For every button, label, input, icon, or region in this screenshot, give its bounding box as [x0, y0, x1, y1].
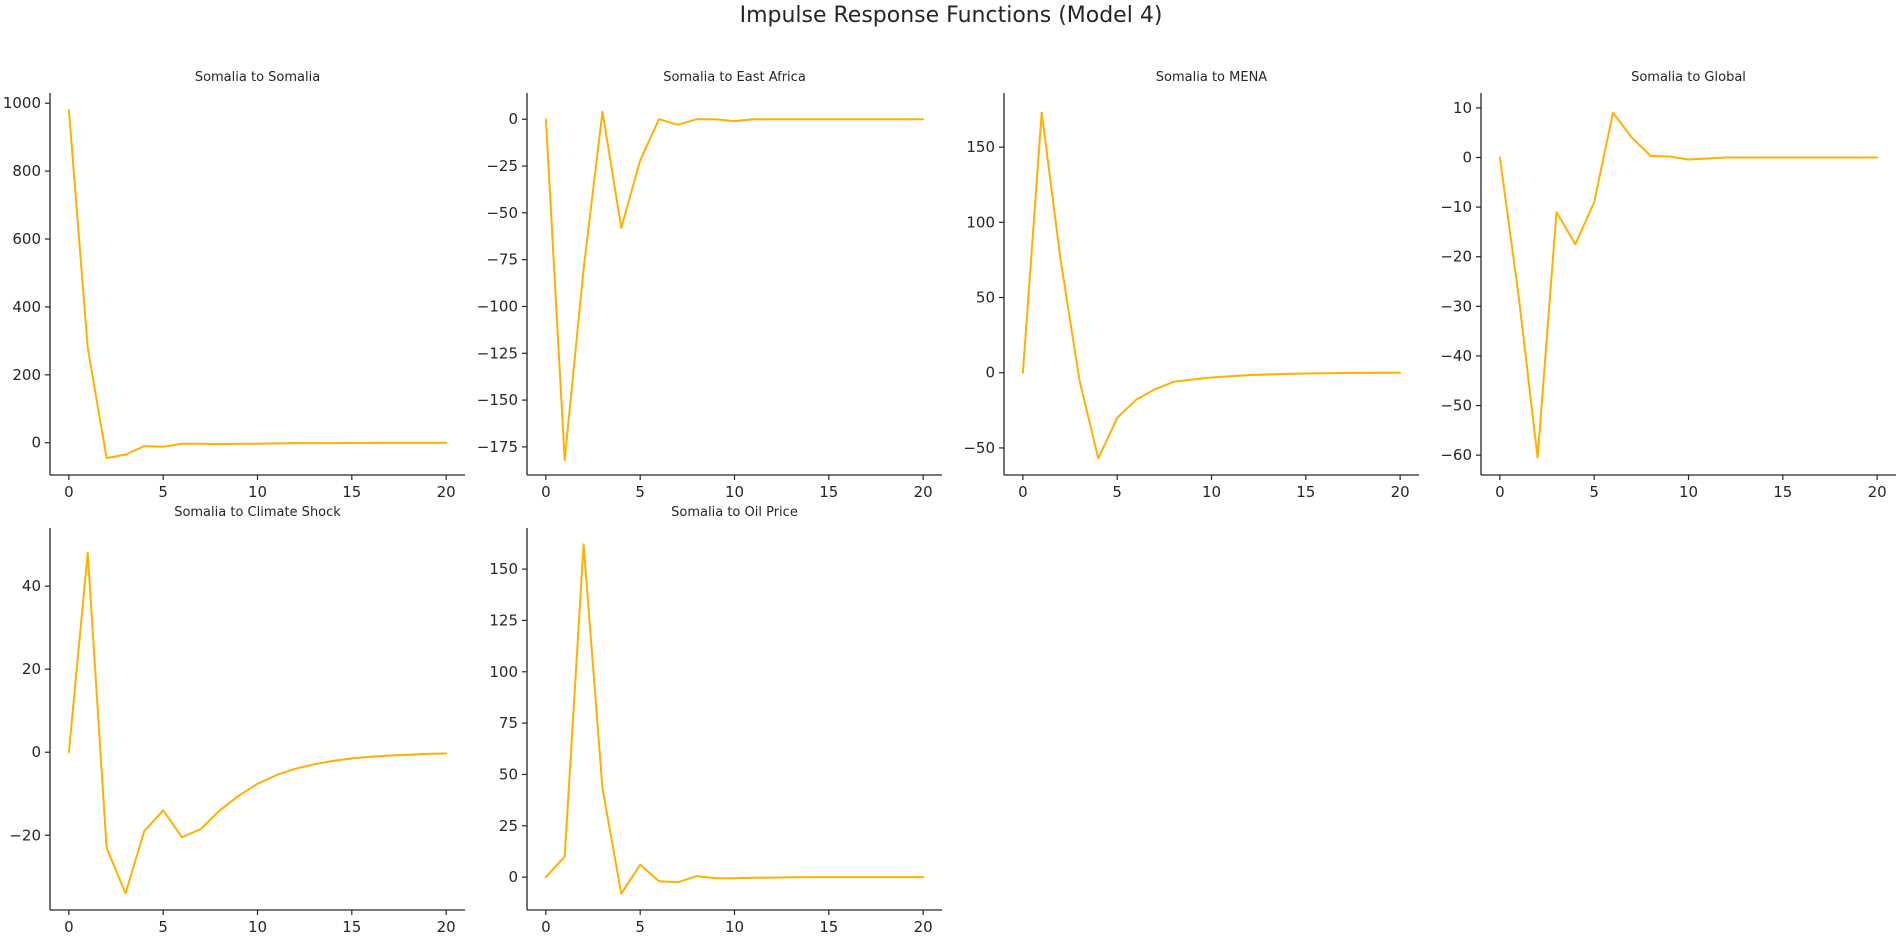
y-tick-label: 0: [508, 110, 518, 128]
subplot-4: Somalia to Global 0 5 10 15 20 10 0 −10 −20 −30 −40…: [1440, 70, 1896, 501]
x-tick-label: 0: [1018, 483, 1028, 501]
y-tick-label: 0: [1462, 148, 1472, 166]
x-tick-label: 0: [64, 918, 74, 936]
x-tick-label: 15: [819, 483, 838, 501]
x-tick-label: 5: [158, 483, 168, 501]
y-tick-label: 10: [1453, 99, 1472, 117]
x-tick-label: 15: [342, 483, 361, 501]
y-tick-label: 100: [489, 663, 518, 681]
y-tick-label: 400: [12, 298, 41, 316]
y-tick-label: 150: [966, 138, 995, 156]
x-tick-label: 10: [248, 918, 267, 936]
x-tick-label: 15: [1773, 483, 1792, 501]
subplot-2: Somalia to East Africa 0 5 10 15 20 0 −25 −50 −75…: [477, 70, 942, 501]
y-tick-label: 0: [985, 364, 995, 382]
y-tick-label: 20: [22, 660, 41, 678]
y-tick-label: −150: [477, 391, 518, 409]
response-line: [1021, 111, 1402, 460]
y-tick-label: −75: [486, 251, 518, 269]
y-tick-label: 50: [499, 765, 518, 783]
y-tick-label: 125: [489, 611, 518, 629]
subplot-title: Somalia to Climate Shock: [174, 505, 341, 520]
y-tick-label: −50: [963, 439, 995, 457]
subplot-5: Somalia to Climate Shock 0 5 10 15 20 −20 0 20 40: [9, 505, 465, 936]
y-tick-label: 0: [31, 743, 41, 761]
subplot-6: Somalia to Oil Price 0 5 10 15 20 0 25 50 75 100 12…: [489, 505, 942, 936]
figure-title: Impulse Response Functions (Model 4): [740, 3, 1163, 28]
y-tick-label: 100: [966, 213, 995, 231]
x-tick-label: 15: [819, 918, 838, 936]
x-tick-label: 20: [437, 483, 456, 501]
x-tick-label: 15: [342, 918, 361, 936]
x-tick-label: 10: [1679, 483, 1698, 501]
y-tick-label: 800: [12, 162, 41, 180]
y-tick-label: −20: [1440, 248, 1472, 266]
y-tick-label: 0: [31, 434, 41, 452]
subplot-title: Somalia to East Africa: [663, 70, 806, 85]
y-tick-label: 600: [12, 230, 41, 248]
subplot-title: Somalia to Somalia: [195, 70, 320, 85]
x-tick-label: 15: [1296, 483, 1315, 501]
y-tick-label: 150: [489, 560, 518, 578]
y-tick-label: −60: [1440, 446, 1472, 464]
x-tick-label: 10: [725, 918, 744, 936]
y-tick-label: −125: [477, 344, 518, 362]
x-tick-label: 20: [914, 918, 933, 936]
subplot-3: Somalia to MENA 0 5 10 15 20 −50 0 50 100 150: [963, 70, 1419, 501]
x-tick-label: 10: [725, 483, 744, 501]
y-tick-label: 75: [499, 714, 518, 732]
x-tick-label: 20: [1868, 483, 1887, 501]
y-tick-label: 25: [499, 817, 518, 835]
y-tick-label: −40: [1440, 347, 1472, 365]
y-tick-label: −10: [1440, 198, 1472, 216]
x-tick-label: 0: [64, 483, 74, 501]
x-tick-label: 5: [158, 918, 168, 936]
x-tick-label: 20: [437, 918, 456, 936]
response-line: [544, 543, 925, 895]
y-tick-label: 50: [976, 289, 995, 307]
x-tick-label: 20: [914, 483, 933, 501]
y-tick-label: −30: [1440, 297, 1472, 315]
subplot-title: Somalia to MENA: [1156, 70, 1267, 85]
y-tick-label: −20: [9, 826, 41, 844]
response-line: [1498, 111, 1879, 459]
x-tick-label: 20: [1391, 483, 1410, 501]
y-tick-label: 40: [22, 577, 41, 595]
x-tick-label: 5: [635, 483, 645, 501]
y-tick-label: 1000: [3, 94, 41, 112]
y-tick-label: −50: [486, 204, 518, 222]
response-line: [67, 109, 448, 459]
x-tick-label: 5: [1589, 483, 1599, 501]
response-line: [67, 551, 448, 895]
y-tick-label: −100: [477, 297, 518, 315]
x-tick-label: 10: [248, 483, 267, 501]
x-tick-label: 5: [635, 918, 645, 936]
subplot-title: Somalia to Oil Price: [671, 505, 798, 520]
subplot-title: Somalia to Global: [1631, 70, 1746, 85]
y-tick-label: 0: [508, 868, 518, 886]
y-tick-label: 200: [12, 366, 41, 384]
y-tick-label: −50: [1440, 397, 1472, 415]
y-tick-label: −25: [486, 157, 518, 175]
x-tick-label: 0: [541, 918, 551, 936]
response-line: [544, 110, 925, 461]
x-tick-label: 0: [1495, 483, 1505, 501]
x-tick-label: 0: [541, 483, 551, 501]
x-tick-label: 5: [1112, 483, 1122, 501]
y-tick-label: −175: [477, 438, 518, 456]
x-tick-label: 10: [1202, 483, 1221, 501]
